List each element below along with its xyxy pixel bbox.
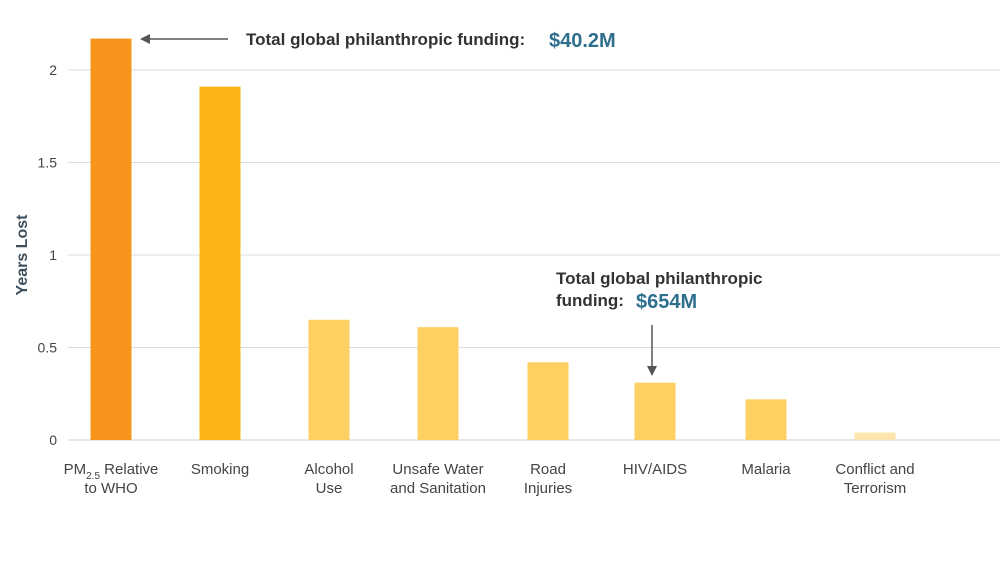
- category-label-line: HIV/AIDS: [623, 461, 687, 478]
- annotation-text: Total global philanthropic funding:: [246, 30, 525, 49]
- bar: [90, 38, 132, 441]
- bar: [745, 399, 787, 440]
- category-label-line: Unsafe Water: [392, 461, 483, 478]
- category-label: Conflict and Terrorism: [835, 461, 914, 497]
- category-label-line: Injuries: [524, 480, 572, 497]
- y-tick-label: 1.5: [38, 155, 58, 171]
- bars: [90, 38, 896, 441]
- category-label-line: Alcohol: [304, 461, 353, 478]
- y-axis-ticks: 0 0.5 1 1.5 2: [38, 62, 58, 448]
- category-label-line: to WHO: [84, 480, 137, 497]
- category-label-line: and Sanitation: [390, 480, 486, 497]
- category-label-line: Conflict and: [835, 461, 914, 478]
- annotation-value: $654M: [636, 291, 697, 313]
- category-label: HIV/AIDS: [623, 461, 687, 478]
- category-label-line: PM2.5 Relative: [64, 461, 159, 482]
- y-tick-label: 0: [49, 432, 57, 448]
- y-axis-label: Years Lost: [14, 214, 31, 296]
- y-tick-label: 2: [49, 62, 57, 78]
- annotation-hiv: Total global philanthropic funding: $654M: [556, 269, 763, 376]
- annotations: Total global philanthropic funding: $40.2…: [140, 30, 763, 376]
- category-label: Road Injuries: [524, 461, 572, 497]
- annotation-pm25: Total global philanthropic funding: $40.2…: [140, 30, 616, 52]
- category-label: Alcohol Use: [304, 461, 353, 497]
- category-label: Smoking: [191, 461, 249, 478]
- annotation-text: funding:: [556, 291, 624, 310]
- bar: [308, 319, 350, 440]
- category-label-line: Use: [316, 480, 343, 497]
- category-label: Malaria: [741, 461, 791, 478]
- y-tick-label: 0.5: [38, 340, 58, 356]
- category-label: Unsafe Water and Sanitation: [390, 461, 486, 497]
- category-label-line: Malaria: [741, 461, 791, 478]
- category-label-line: Road: [530, 461, 566, 478]
- y-tick-label: 1: [49, 247, 57, 263]
- bar: [527, 362, 569, 440]
- bar: [199, 86, 241, 441]
- annotation-text: Total global philanthropic: [556, 269, 763, 288]
- annotation-value: $40.2M: [549, 30, 616, 52]
- category-label-line: Terrorism: [844, 480, 907, 497]
- bar: [417, 327, 459, 440]
- bar: [634, 382, 676, 440]
- bar: [854, 432, 896, 440]
- category-label-line: Smoking: [191, 461, 249, 478]
